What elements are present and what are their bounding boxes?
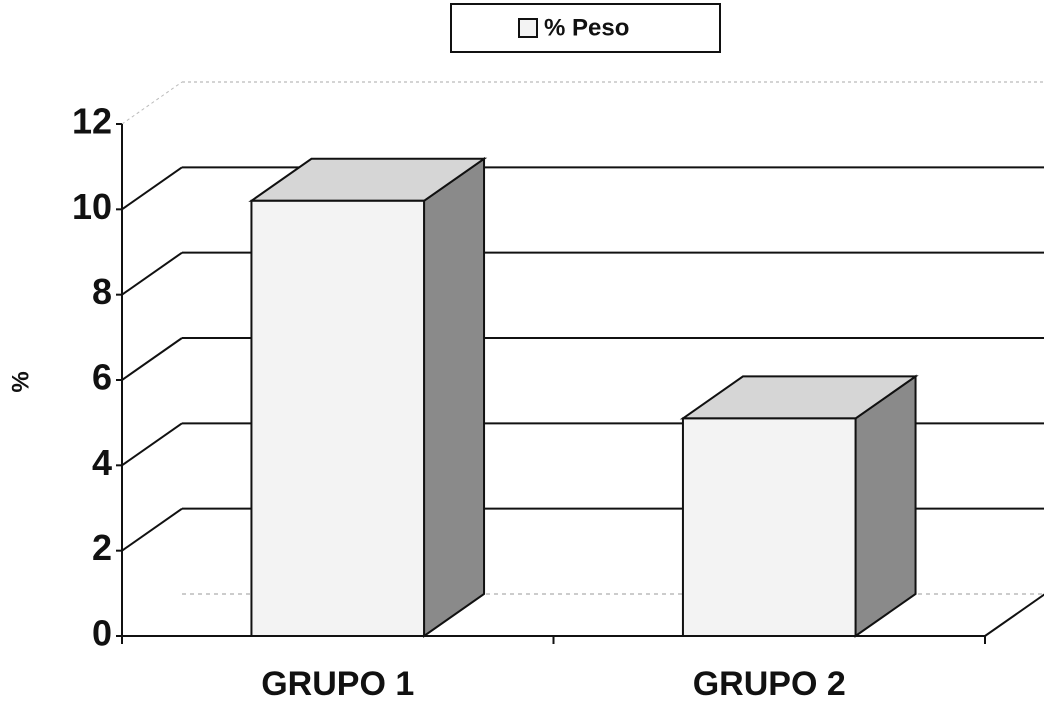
y-tick-label: 6 [92, 357, 112, 398]
bar [250, 199, 426, 638]
y-tick-label: 10 [72, 186, 112, 227]
legend-swatch [518, 18, 538, 38]
y-tick-label: 2 [92, 527, 112, 568]
floor-right [984, 593, 1044, 637]
bar [681, 417, 857, 637]
grid-line [121, 422, 183, 467]
bar-side [854, 374, 917, 638]
y-axis-label: % [7, 371, 34, 392]
legend-label: % Peso [544, 14, 629, 41]
bar-side [423, 156, 486, 638]
x-tick-label: GRUPO 2 [693, 665, 846, 703]
y-tick-label: 0 [92, 613, 112, 654]
grid-line [121, 166, 183, 211]
y-tick-label: 12 [72, 101, 112, 142]
grid-line [121, 251, 183, 296]
grid-line [121, 507, 183, 552]
y-tick-label: 8 [92, 271, 112, 312]
grid-line [121, 337, 183, 381]
y-tick-label: 4 [92, 442, 112, 483]
legend-box [450, 3, 721, 53]
x-tick-label: GRUPO 1 [261, 665, 414, 703]
grid-line [121, 81, 183, 125]
